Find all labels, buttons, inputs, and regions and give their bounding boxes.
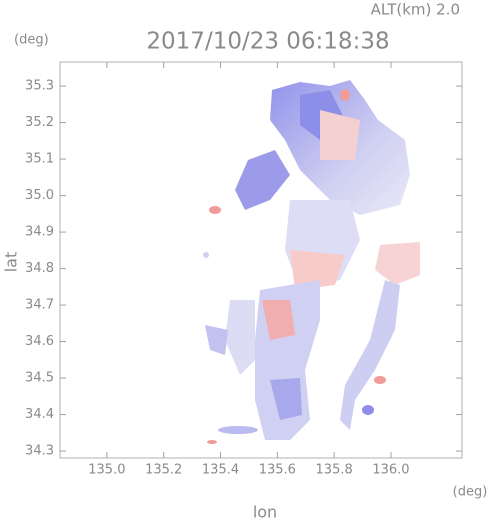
- x-tick-label: 136.0: [372, 463, 409, 478]
- radar-echoes: [203, 80, 420, 444]
- x-tick-label: 135.0: [88, 463, 125, 478]
- x-tick-label: 135.2: [145, 463, 182, 478]
- y-tick-label: 35.0: [25, 188, 54, 203]
- y-tick-label: 34.3: [25, 444, 54, 459]
- y-unit: (deg): [14, 33, 49, 48]
- x-unit: (deg): [453, 485, 488, 500]
- y-tick-label: 34.5: [25, 371, 54, 386]
- plot-frame: [59, 61, 463, 459]
- x-tick-label: 135.6: [259, 463, 296, 478]
- y-tick-label: 34.7: [25, 298, 54, 313]
- y-axis-label: lat: [2, 252, 21, 273]
- y-tick-label: 34.6: [25, 334, 54, 349]
- y-tick-label: 34.9: [25, 225, 54, 240]
- x-tick-label: 135.8: [316, 463, 353, 478]
- y-tick-label: 34.4: [25, 407, 54, 422]
- y-tick-label: 34.8: [25, 261, 54, 276]
- chart-title: 2017/10/23 06:18:38: [146, 29, 389, 55]
- y-tick-label: 35.3: [25, 79, 54, 94]
- y-tick-label: 35.2: [25, 115, 54, 130]
- x-axis-label: lon: [253, 503, 277, 521]
- x-tick-label: 135.4: [202, 463, 239, 478]
- altitude-label: ALT(km) 2.0: [371, 1, 460, 19]
- y-tick-label: 35.1: [25, 152, 54, 167]
